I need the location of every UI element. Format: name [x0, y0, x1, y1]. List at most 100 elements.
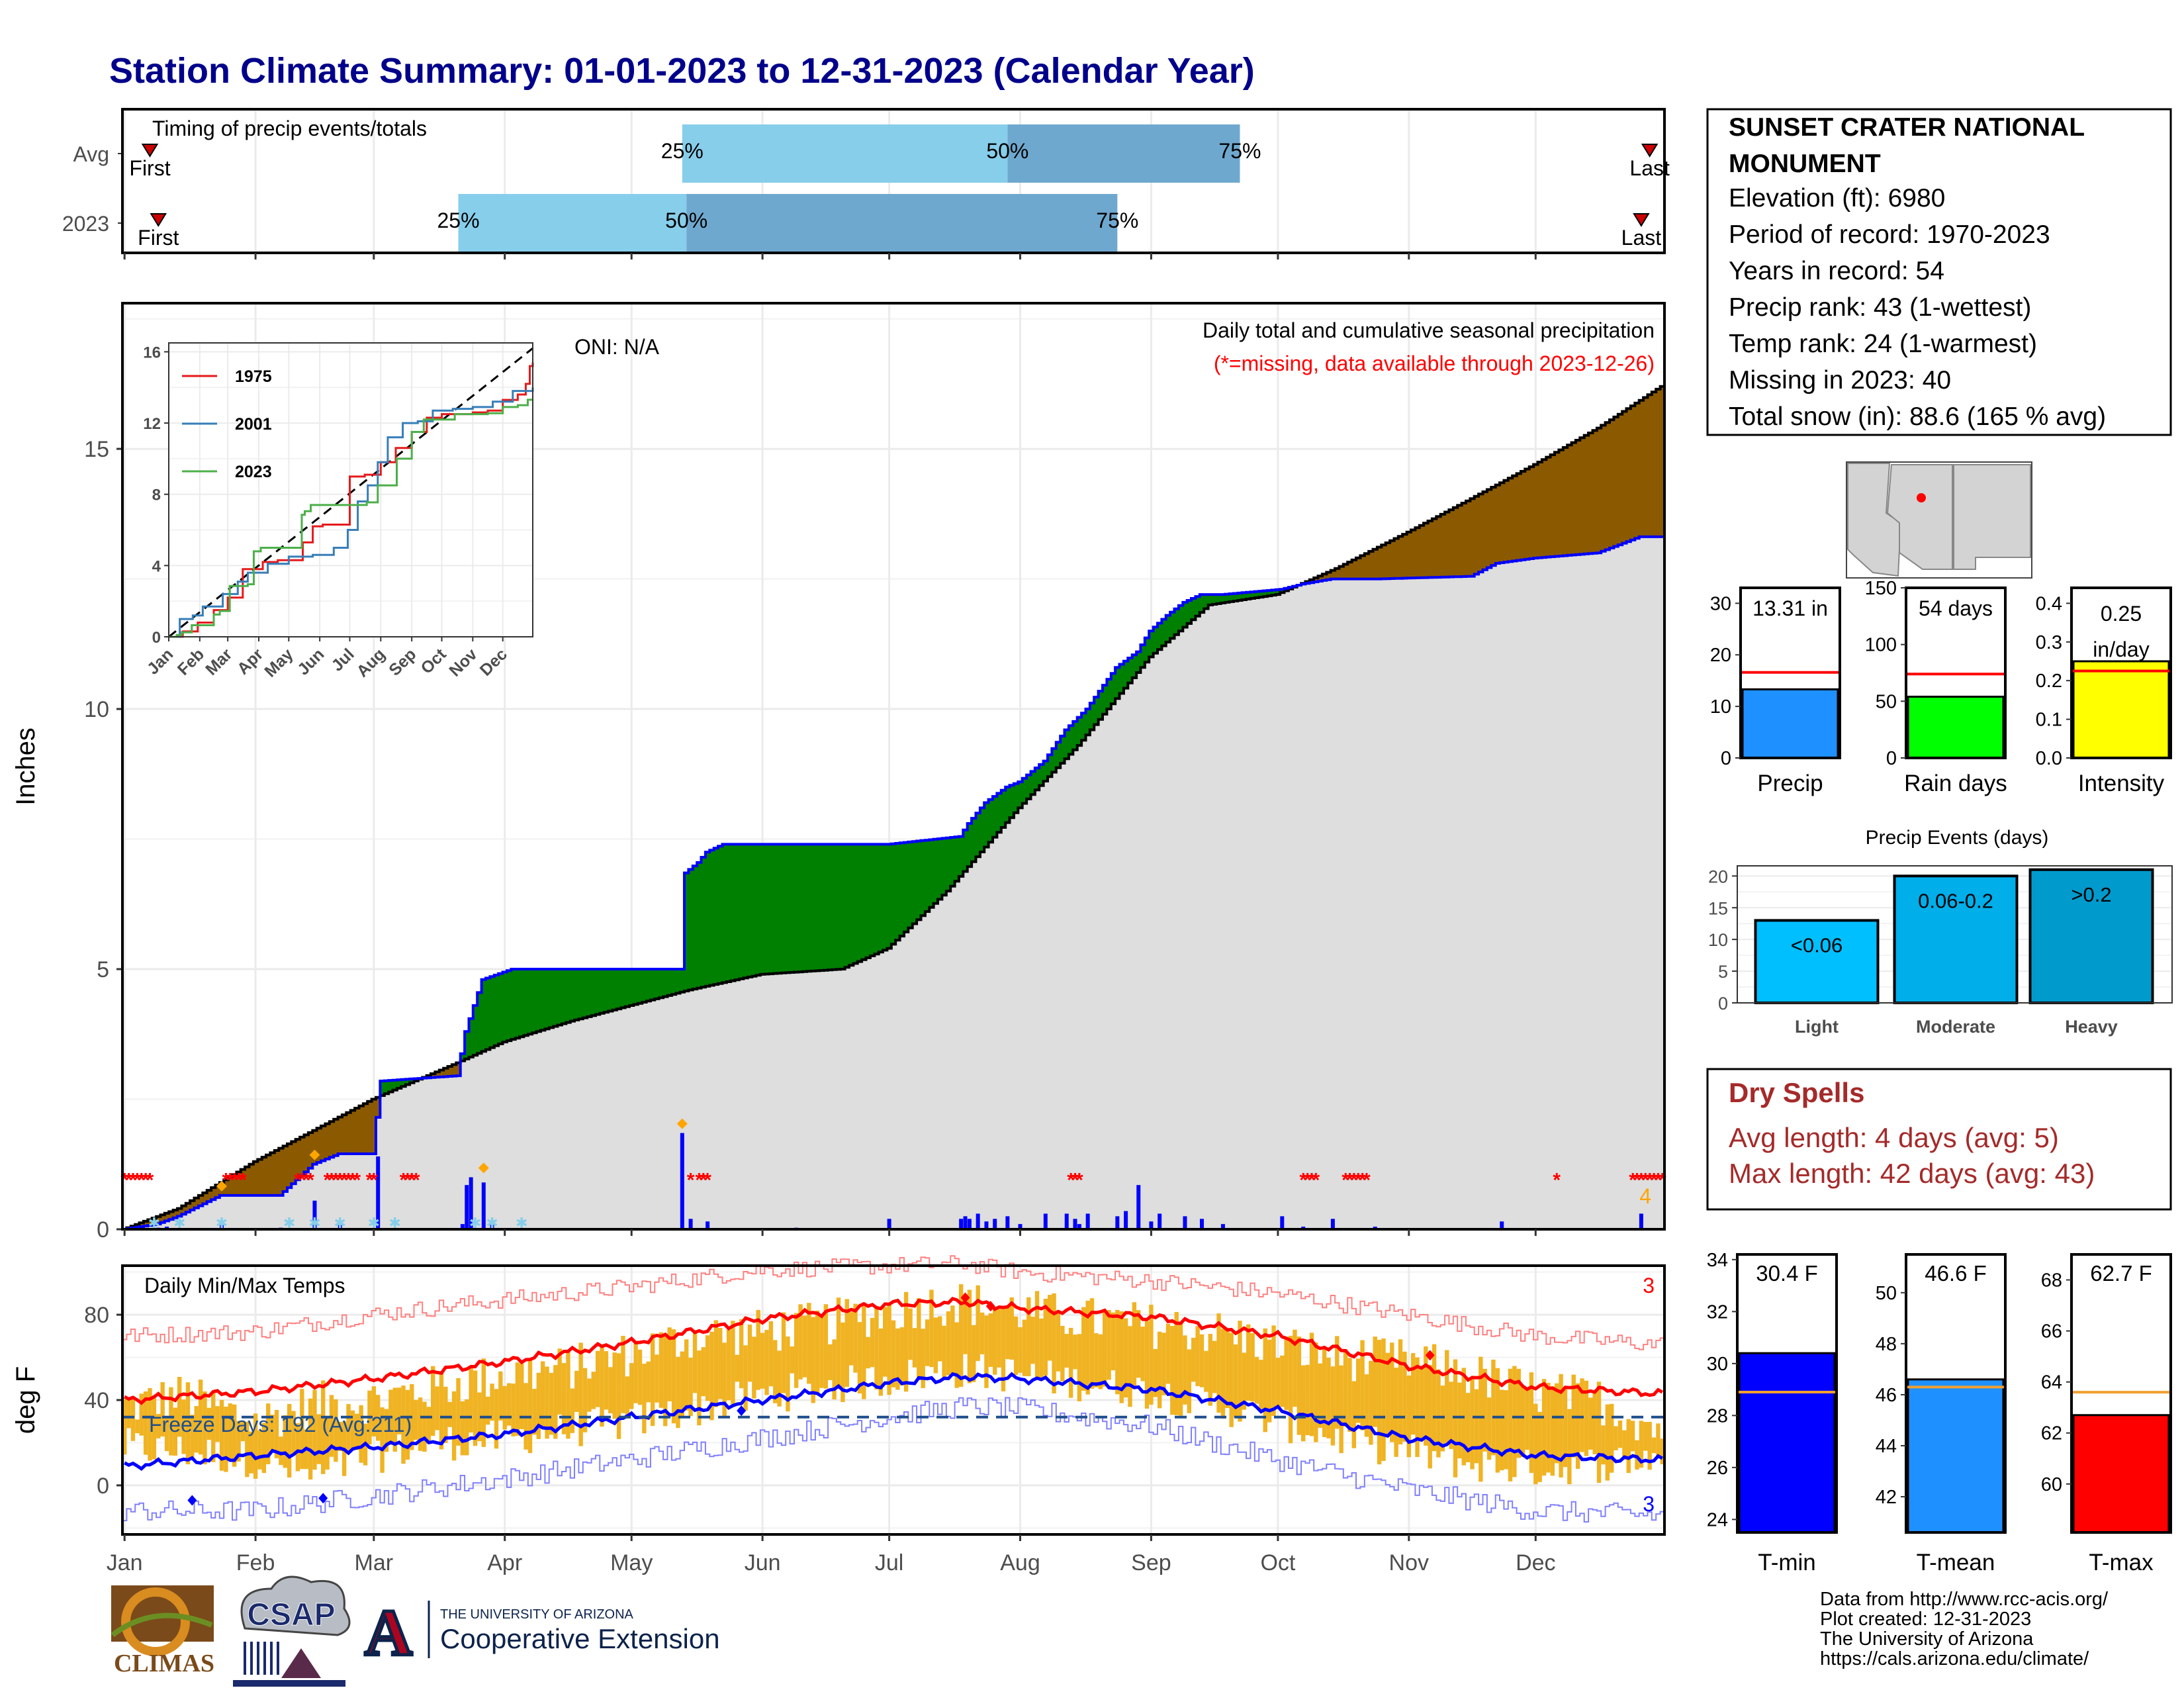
daily-temp-bar	[490, 1383, 494, 1421]
daily-temp-bar	[600, 1346, 604, 1427]
daily-temp-bar	[718, 1328, 723, 1399]
avg-min-temp-line	[124, 1372, 1664, 1471]
daily-temp-bar	[1284, 1338, 1289, 1411]
stat-bar-frame	[1905, 586, 2007, 759]
daily-temp-bar	[181, 1399, 186, 1454]
cumulative-base-area	[122, 536, 1664, 1229]
daily-temp-bar	[270, 1415, 275, 1452]
daily-temp-bar	[878, 1328, 884, 1396]
month-label: Feb	[236, 1550, 275, 1575]
daily-temp-bar	[1406, 1375, 1411, 1458]
temp-bar-value-label: 62.7 F	[2090, 1261, 2152, 1286]
record-temp-marker	[1425, 1350, 1435, 1361]
daily-temp-bar	[726, 1329, 731, 1401]
daily-temp-bar	[451, 1391, 457, 1461]
event-category-label: Moderate	[1916, 1017, 1995, 1037]
daily-precip-bar	[338, 1225, 342, 1229]
missing-day-marker: *	[1312, 1169, 1320, 1191]
temp-bar-frame	[2070, 1253, 2172, 1534]
daily-temp-bar	[126, 1399, 131, 1429]
daily-temp-bar	[1309, 1333, 1314, 1436]
daily-temp-bar	[325, 1418, 330, 1470]
precip-panel: ✱ ✱ ✱ ✱ ✱ ✱ ✱ ✱ ✱ ✱ ✱******* ***** **** ******** ** ***…	[11, 302, 1666, 1243]
daily-temp-bar	[1144, 1321, 1150, 1409]
daily-temp-bar	[1140, 1327, 1145, 1382]
month-label: Jun	[745, 1550, 781, 1575]
daily-temp-bar	[1630, 1421, 1635, 1452]
daily-temp-bar	[160, 1382, 165, 1437]
daily-temp-bar	[1647, 1421, 1652, 1470]
daily-temp-bar	[917, 1297, 921, 1378]
daily-temp-bar	[743, 1345, 748, 1411]
daily-temp-bar	[1567, 1409, 1572, 1485]
precip-ytick-label: 5	[97, 957, 109, 982]
precip-frame	[121, 302, 1666, 1231]
credit-line: Data from http://www.rcc-acis.org/	[1820, 1589, 2109, 1610]
daily-temp-bar	[1165, 1323, 1171, 1384]
daily-temp-bar	[1199, 1334, 1205, 1387]
temp-bar-ytick-label: 66	[2041, 1321, 2062, 1342]
daily-temp-bar	[1034, 1291, 1040, 1378]
record-temp-marker	[318, 1493, 328, 1504]
daily-temp-bar	[274, 1409, 279, 1458]
daily-temp-bar	[1479, 1356, 1483, 1482]
missing-day-marker: *	[1342, 1169, 1349, 1191]
daily-temp-bar	[1005, 1305, 1010, 1360]
record-low-line	[122, 1397, 1664, 1523]
daily-temp-bar	[169, 1387, 173, 1456]
temp-ytick-label: 40	[84, 1388, 109, 1413]
daily-temp-bar	[692, 1330, 698, 1393]
daily-precip-bar	[1115, 1216, 1120, 1229]
daily-temp-bar	[844, 1299, 849, 1387]
missing-day-marker: *	[133, 1169, 141, 1191]
daily-temp-bar	[135, 1419, 140, 1434]
daily-temp-bar	[798, 1304, 803, 1380]
missing-day-marker: *	[696, 1169, 704, 1191]
timing-percent-label: 25%	[437, 209, 479, 232]
daily-precip-bar	[1124, 1211, 1128, 1229]
daily-temp-bar	[228, 1403, 232, 1461]
daily-temp-bar	[350, 1410, 355, 1450]
daily-temp-bar	[887, 1303, 891, 1395]
daily-temp-bar	[300, 1389, 304, 1470]
missing-day-marker: *	[1071, 1169, 1079, 1191]
stat-bar-ytick-label: 30	[1710, 593, 1731, 614]
temp-ytick-label: 0	[97, 1474, 109, 1499]
daily-temp-bar	[287, 1403, 292, 1478]
timing-bar-50-75	[1007, 124, 1240, 183]
daily-temp-bar	[1094, 1333, 1099, 1387]
daily-temp-bar	[832, 1339, 837, 1400]
daily-temp-bar	[1559, 1374, 1563, 1477]
station-info-line: Missing in 2023: 40	[1729, 366, 1951, 395]
daily-temp-bar	[536, 1372, 541, 1439]
daily-temp-bar	[819, 1316, 824, 1388]
daily-temp-bar	[933, 1317, 938, 1374]
event-category-bar	[1893, 874, 2019, 1005]
last-event-marker	[1633, 213, 1650, 227]
precip-note-missing: (*=missing, data available through 2023-…	[1214, 352, 1655, 375]
event-category-inner-label: <0.06	[1791, 933, 1843, 957]
inset-ytick-label: 16	[143, 344, 161, 361]
record-high-count: 3	[1643, 1274, 1655, 1297]
daily-temp-bar	[633, 1341, 638, 1403]
precip-ytick-label: 0	[97, 1217, 109, 1243]
temp-bar-label: T-mean	[1917, 1550, 1995, 1575]
daily-temp-bar	[1115, 1309, 1120, 1395]
temp-bar-value	[2072, 1414, 2170, 1534]
daily-temp-bar	[346, 1404, 351, 1453]
daily-temp-bar	[1119, 1311, 1124, 1403]
daily-temp-bar	[925, 1319, 930, 1366]
daily-temp-bar	[414, 1399, 418, 1440]
stat-bar-value-label: 0.25	[2101, 602, 2142, 626]
stat-bar-value-label: 54 days	[1919, 596, 1993, 620]
daily-temp-bar	[473, 1370, 478, 1446]
daily-temp-bar	[697, 1350, 702, 1426]
daily-temp-bar	[1102, 1311, 1107, 1387]
daily-temp-bar	[198, 1380, 203, 1455]
daily-temp-bar	[768, 1321, 774, 1387]
missing-day-marker: *	[700, 1169, 707, 1191]
daily-temp-bar	[1537, 1411, 1542, 1482]
daily-temp-bar	[1183, 1335, 1187, 1405]
daily-temp-bar	[1394, 1368, 1398, 1457]
daily-temp-bar	[1486, 1397, 1492, 1460]
